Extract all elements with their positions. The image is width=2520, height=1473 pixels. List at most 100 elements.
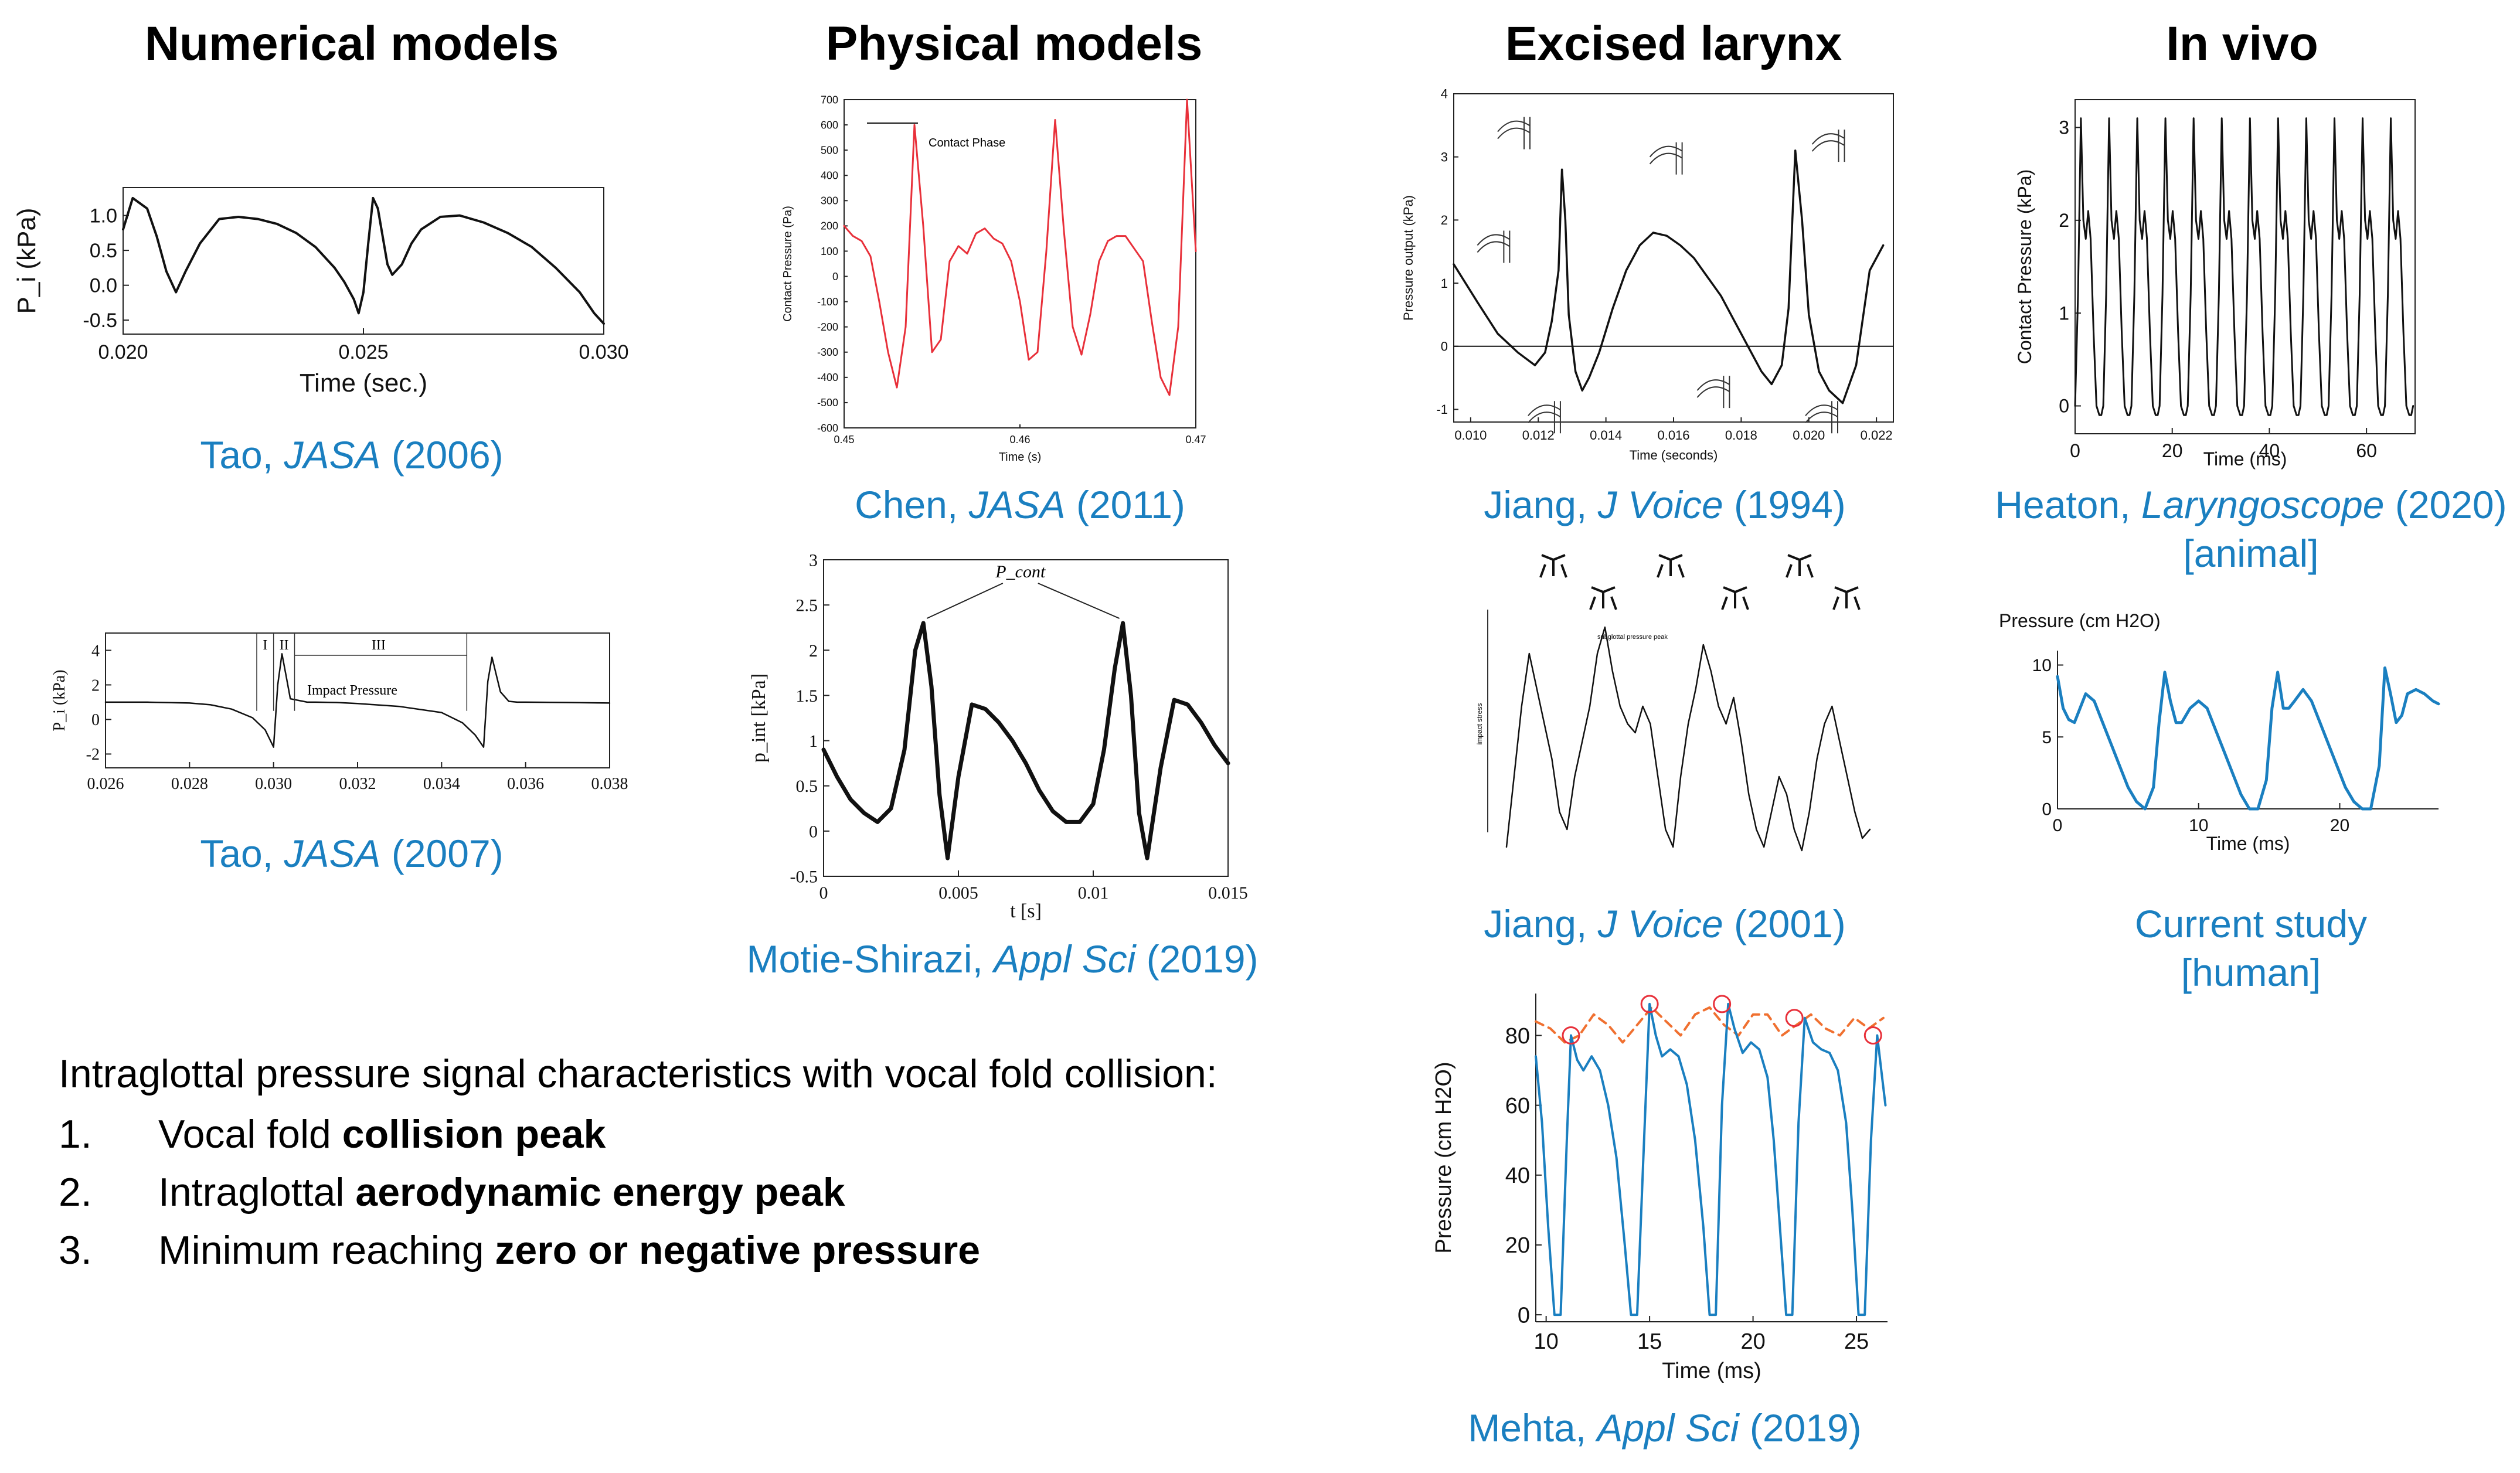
vocal-fold-glyph xyxy=(1657,554,1685,578)
y-tick-label: -100 xyxy=(817,296,838,308)
heading-excised-larynx: Excised larynx xyxy=(1505,17,1842,70)
y-tick-label: -600 xyxy=(817,422,838,434)
citation-current-study: Current study [human] xyxy=(1987,900,2515,996)
heading-physical-models: Physical models xyxy=(825,17,1203,70)
peak-marker xyxy=(1640,995,1659,1013)
summary-list: Intraglottal pressure signal characteris… xyxy=(59,1049,1218,1275)
dashed-envelope xyxy=(1535,1006,1885,1044)
x-tick-label: 0 xyxy=(2053,816,2063,835)
y-tick-label: 200 xyxy=(821,220,838,232)
vocal-fold-schematic xyxy=(1497,117,1531,149)
x-axis-label: t [s] xyxy=(1010,900,1042,922)
series-line xyxy=(2074,117,2414,416)
vocal-fold-glyph xyxy=(1589,586,1617,610)
region-label: II xyxy=(280,638,289,653)
y-tick-label: 3 xyxy=(1441,149,1448,164)
y-tick-label: 400 xyxy=(821,170,838,182)
y-tick-label: 60 xyxy=(1505,1094,1530,1118)
series-line xyxy=(1453,149,1885,404)
y-tick-label: 5 xyxy=(2042,728,2052,747)
series-line xyxy=(2056,666,2440,811)
summary-item-number: 1. xyxy=(59,1112,92,1156)
y-tick-label: 1 xyxy=(809,732,818,751)
citation-tao-2006: Tao, JASA (2006) xyxy=(200,433,504,477)
vocal-fold-schematic xyxy=(1477,230,1511,263)
y-tick-label: 3 xyxy=(809,551,818,570)
y-tick-label: -1 xyxy=(1436,402,1448,417)
x-tick-label: 10 xyxy=(1534,1329,1559,1354)
x-tick-label: 0.032 xyxy=(339,775,376,793)
y-tick-label: 20 xyxy=(1505,1233,1530,1258)
vocal-fold-schematic xyxy=(1805,401,1838,434)
y-tick-label: 10 xyxy=(2032,656,2052,675)
chart-title: Pressure (cm H2O) xyxy=(1999,610,2161,631)
y-tick-label: 80 xyxy=(1505,1024,1530,1049)
p-cont-label: P_cont xyxy=(995,562,1046,581)
vocal-fold-glyph xyxy=(1832,586,1861,610)
y-tick-label: -200 xyxy=(817,321,838,333)
x-tick-label: 0.030 xyxy=(255,775,292,793)
y-tick-label: 2 xyxy=(1441,213,1448,227)
x-tick-label: 0.028 xyxy=(171,775,208,793)
region-label: III xyxy=(372,638,386,653)
y-tick-label: -500 xyxy=(817,397,838,409)
x-tick-label: 0.022 xyxy=(1861,428,1893,443)
chart-jiang1994: 0.010 0.012 0.014 0.016 0.018 0.020 0.022 -1 0 1 2… xyxy=(1401,87,1894,462)
series-line xyxy=(1535,1002,1887,1316)
x-tick-label: 0.016 xyxy=(1657,428,1689,443)
peak-marker xyxy=(1785,1009,1804,1028)
plot-frame xyxy=(105,632,610,768)
vocal-fold-schematic xyxy=(1811,130,1845,162)
p-cont-pointer xyxy=(1038,583,1120,619)
x-axis-label: Time (ms) xyxy=(1662,1359,1761,1383)
y-tick-label: 700 xyxy=(821,94,838,106)
y-tick-label: 0.0 xyxy=(90,275,117,297)
series-line xyxy=(843,98,1197,396)
peak-marker xyxy=(1863,1026,1882,1045)
x-tick-label: 0.025 xyxy=(338,341,388,363)
vocal-fold-glyph xyxy=(1721,586,1749,610)
y-tick-label: 1 xyxy=(1441,276,1448,291)
vocal-fold-glyph xyxy=(1539,554,1567,578)
x-tick-label: 0.46 xyxy=(1009,434,1030,445)
y-axis-label: Contact Pressure (kPa) xyxy=(2014,169,2035,365)
x-tick-label: 60 xyxy=(2356,440,2377,461)
x-tick-label: 0 xyxy=(819,883,828,903)
citation-jiang-1994: Jiang, J Voice (1994) xyxy=(1484,483,1846,526)
plot-frame xyxy=(823,559,1229,877)
y-tick-label: 4 xyxy=(91,642,100,660)
vocal-fold-glyph xyxy=(1786,554,1814,578)
x-tick-label: 0.020 xyxy=(98,341,148,363)
y-tick-label: -0.5 xyxy=(83,309,117,332)
x-tick-label: 0.015 xyxy=(1208,883,1248,903)
peak-marker xyxy=(1562,1026,1580,1045)
x-tick-label: 0.036 xyxy=(507,775,544,793)
x-tick-label: 20 xyxy=(1740,1329,1765,1354)
x-tick-label: 15 xyxy=(1637,1329,1662,1354)
x-axis-label: Time (sec.) xyxy=(300,369,427,397)
y-tick-label: 1.0 xyxy=(90,205,117,227)
y-axis-label: Contact Pressure (Pa) xyxy=(781,206,794,322)
y-tick-label: 0 xyxy=(2042,800,2052,819)
y-tick-label: 2.5 xyxy=(796,596,818,615)
y-tick-label: 0 xyxy=(1518,1303,1530,1328)
x-tick-label: 0 xyxy=(2070,440,2080,461)
x-tick-label: 0.018 xyxy=(1725,428,1757,443)
y-tick-label: 0 xyxy=(91,711,100,729)
y-axis-label: Pressure output (kPa) xyxy=(1401,195,1416,321)
plot-frame xyxy=(1453,93,1894,423)
subglottal-peak-label: subglottal pressure peak xyxy=(1597,634,1668,641)
x-tick-label: 25 xyxy=(1844,1329,1869,1354)
x-tick-label: 0.012 xyxy=(1522,428,1555,443)
summary-item-3: 3. Minimum reaching zero or negative pre… xyxy=(59,1226,1218,1275)
x-tick-label: 0.47 xyxy=(1185,434,1206,445)
citation-tao-2007: Tao, JASA (2007) xyxy=(200,832,504,875)
series-line xyxy=(104,653,611,748)
y-tick-label: 3 xyxy=(2059,117,2069,138)
summary-item-number: 2. xyxy=(59,1170,92,1215)
plot-frame xyxy=(2075,99,2416,434)
summary-intro: Intraglottal pressure signal characteris… xyxy=(59,1052,1218,1096)
chart-heaton2020: 0 20 40 60 0 1 2 3 Time (ms) Contact Pressure (kP… xyxy=(2014,99,2416,470)
chart-mehta2019: 10 15 20 25 0 20 40 60 80 Time (ms) Pressure (cm H… xyxy=(1431,994,1888,1383)
x-axis-label: Time (ms) xyxy=(2203,448,2287,470)
